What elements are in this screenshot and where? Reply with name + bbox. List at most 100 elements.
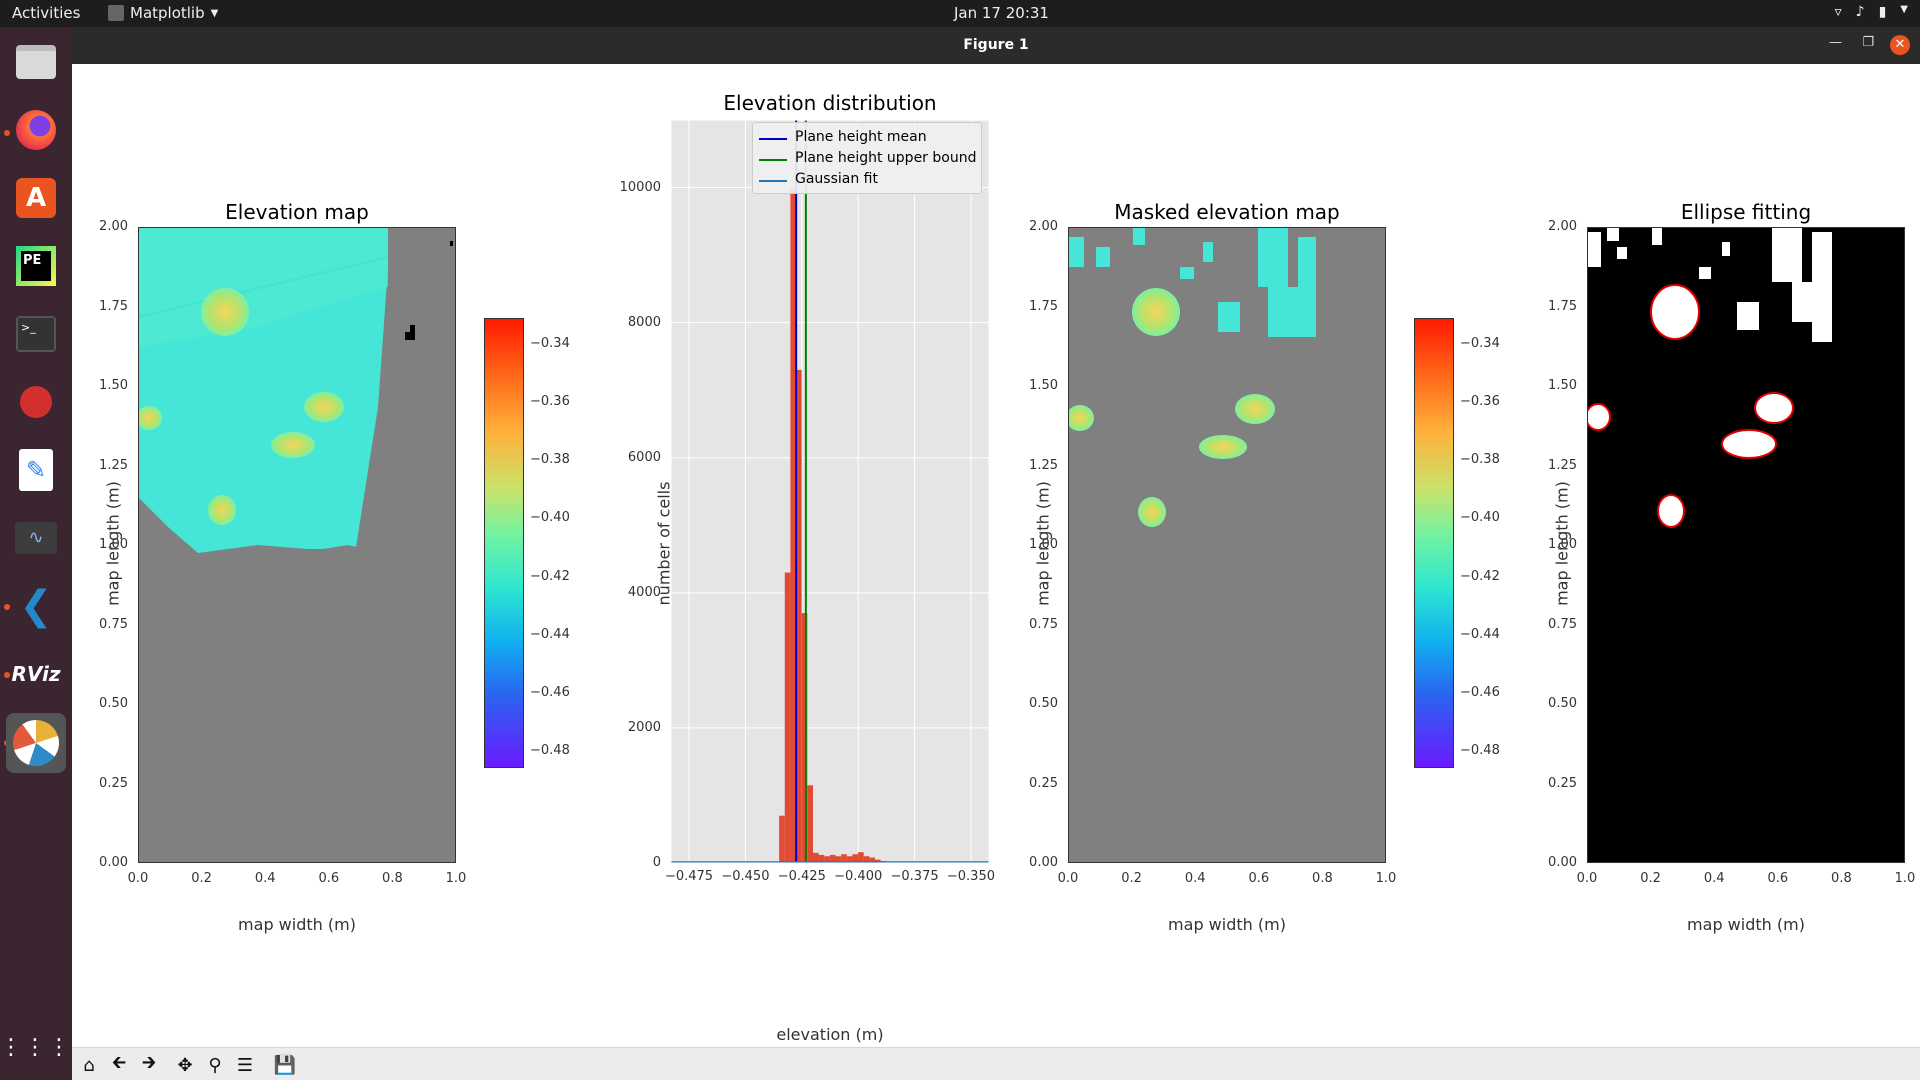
- chevron-down-icon: ▼: [1900, 4, 1908, 15]
- colorbar-tick-label: −0.48: [1460, 743, 1500, 758]
- y-tick-label: 1.50: [99, 378, 128, 393]
- hole-blob: [1199, 435, 1247, 459]
- masked-map-title: Masked elevation map: [1114, 200, 1340, 224]
- wifi-icon: ▿: [1834, 4, 1842, 20]
- back-icon[interactable]: 🡰: [111, 1052, 127, 1073]
- fitted-ellipse: [1754, 392, 1794, 424]
- y-tick-label: 1.75: [99, 298, 128, 314]
- hole-blob: [138, 406, 162, 430]
- y-tick-label: 0.50: [1548, 696, 1577, 711]
- battery-icon: ▮: [1878, 4, 1887, 20]
- y-tick-label: 1.75: [1029, 298, 1058, 314]
- minimize-icon[interactable]: —: [1829, 35, 1842, 50]
- ubuntu-software-icon[interactable]: A: [11, 173, 61, 223]
- y-tick-label: 1.75: [1548, 298, 1577, 314]
- system-tray[interactable]: ▿ ♪ ▮ ▼: [1835, 4, 1908, 20]
- x-tick-label: 0.0: [127, 871, 149, 886]
- y-tick-label: 2000: [627, 719, 661, 735]
- y-tick-label: 0.50: [1029, 696, 1058, 711]
- vscode-icon[interactable]: ❮: [19, 583, 53, 629]
- y-tick-label: 0.25: [1029, 775, 1058, 791]
- x-tick-label: −0.375: [890, 869, 939, 884]
- rviz-icon[interactable]: RViz: [11, 662, 61, 686]
- activities-button[interactable]: Activities: [12, 4, 81, 22]
- hole-blob: [1132, 288, 1180, 336]
- configure-icon[interactable]: ☰: [236, 1054, 254, 1076]
- x-tick-label: −0.425: [777, 869, 826, 884]
- pycharm-icon[interactable]: PE: [11, 241, 61, 291]
- y-tick-label: 2.00: [99, 219, 128, 234]
- histogram-bar: [784, 572, 791, 863]
- save-icon[interactable]: 💾: [273, 1054, 297, 1076]
- show-applications-icon[interactable]: ⋮⋮⋮: [0, 1035, 72, 1060]
- figure-window: Figure 1 — ❐ ✕ Elevation map: [72, 27, 1920, 1080]
- hole-blob: [208, 495, 236, 525]
- x-tick-label: 0.6: [1767, 871, 1789, 886]
- histogram-xlabel: elevation (m): [776, 1025, 884, 1044]
- fitted-ellipse: [1657, 494, 1685, 528]
- colorbar-tick-label: −0.42: [530, 568, 570, 584]
- app-menu[interactable]: Matplotlib ▼: [108, 4, 218, 22]
- colorbar-tick-label: −0.46: [1460, 684, 1500, 700]
- histogram-bar: [852, 854, 859, 863]
- colorbar-tick-label: −0.46: [530, 684, 570, 700]
- forward-icon[interactable]: 🡲: [141, 1052, 157, 1073]
- legend-label-mean: Plane height mean: [795, 129, 927, 145]
- matplotlib-icon[interactable]: [6, 713, 66, 773]
- y-tick-label: 2.00: [1029, 219, 1058, 234]
- y-tick-label: 0.50: [99, 696, 128, 711]
- hole-blob: [201, 288, 249, 336]
- histogram-legend: Plane height mean Plane height upper bou…: [752, 122, 982, 194]
- pan-icon[interactable]: ✥: [177, 1054, 193, 1076]
- y-tick-label: 8000: [627, 314, 661, 330]
- y-tick-label: 6000: [627, 449, 661, 465]
- legend-swatch-upper-bound: [759, 159, 787, 161]
- hole-blob: [1068, 405, 1094, 431]
- y-tick-label: 1.25: [99, 457, 128, 473]
- histogram-bar: [824, 856, 830, 863]
- histogram-bar: [846, 856, 853, 863]
- x-tick-label: 0.2: [1640, 871, 1661, 886]
- terminal-icon[interactable]: >_: [11, 309, 61, 359]
- x-tick-label: −0.350: [946, 869, 995, 884]
- x-tick-label: 0.2: [1121, 871, 1142, 886]
- colorbar-tick-label: −0.44: [530, 626, 570, 642]
- colorbar-tick-label: −0.40: [530, 510, 570, 526]
- y-tick-label: 0.25: [99, 775, 128, 791]
- x-tick-label: 1.0: [1375, 871, 1397, 886]
- colorbar-tick-label: −0.38: [1460, 452, 1500, 468]
- histogram-bar: [858, 852, 864, 863]
- y-tick-label: 1.25: [1548, 457, 1577, 473]
- x-tick-label: 0.8: [382, 871, 403, 886]
- elevation-map-image: [138, 227, 456, 863]
- histogram-background: [671, 120, 989, 863]
- home-icon[interactable]: ⌂: [83, 1054, 95, 1076]
- system-monitor-icon[interactable]: ∿: [11, 513, 61, 563]
- masked-map-frame: [1068, 227, 1386, 863]
- x-tick-label: 0.0: [1576, 871, 1598, 886]
- text-editor-icon[interactable]: ✎: [11, 445, 61, 495]
- window-titlebar[interactable]: Figure 1 — ❐ ✕: [72, 27, 1920, 64]
- chevron-down-icon: ▼: [210, 7, 219, 19]
- histogram-bar: [812, 852, 819, 863]
- elevation-map-frame: [138, 227, 456, 863]
- x-tick-label: 0.2: [191, 871, 212, 886]
- files-icon[interactable]: [11, 37, 61, 87]
- figure-canvas[interactable]: Elevation map 0.00 0.25 0.50 0.75 1.: [72, 64, 1920, 1047]
- firefox-icon[interactable]: [11, 105, 61, 155]
- y-tick-label: 0.00: [1029, 855, 1058, 870]
- masked-map-image: [1068, 227, 1386, 863]
- y-tick-label: 0.00: [99, 855, 128, 870]
- running-indicator: [4, 130, 10, 136]
- elevation-colorbar: [484, 318, 524, 768]
- hole-blob: [271, 432, 315, 458]
- x-tick-label: 0.8: [1831, 871, 1852, 886]
- x-tick-label: 0.4: [254, 871, 276, 886]
- restore-icon[interactable]: ❐: [1862, 35, 1874, 50]
- app-name: Matplotlib: [130, 4, 205, 22]
- zoom-icon[interactable]: ⚲: [208, 1054, 222, 1076]
- clock[interactable]: Jan 17 20:31: [954, 4, 1049, 22]
- close-icon[interactable]: ✕: [1890, 35, 1910, 55]
- bug-icon[interactable]: [11, 377, 61, 427]
- y-tick-label: 0: [652, 855, 661, 870]
